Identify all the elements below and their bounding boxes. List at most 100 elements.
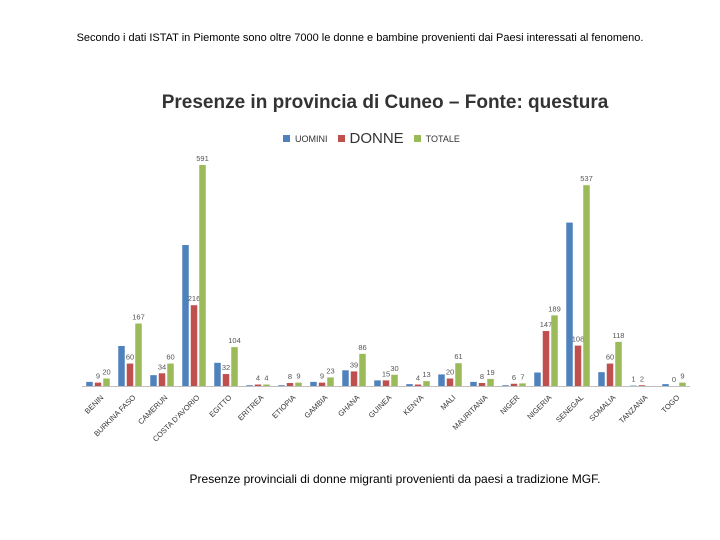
bar-totale-11 — [455, 363, 462, 386]
bar-totale-1 — [135, 323, 142, 386]
bar-donne-17 — [638, 385, 646, 386]
bar-totale-12 — [487, 378, 494, 386]
category-label-13: NIGER — [498, 393, 522, 417]
bar-totale-16 — [615, 341, 622, 386]
data-label-totale-0: 20 — [102, 368, 110, 377]
bar-totale-2 — [167, 363, 174, 386]
data-label-donne-11: 20 — [446, 368, 454, 377]
data-label-totale-16: 118 — [613, 331, 625, 340]
data-label-donne-18: 0 — [672, 375, 676, 384]
category-label-17: TANZANIA — [617, 393, 649, 425]
category-label-10: KENYA — [401, 393, 425, 417]
category-label-16: SOMALIA — [587, 393, 617, 423]
data-label-totale-11: 61 — [454, 352, 462, 361]
data-label-totale-1: 167 — [132, 313, 145, 322]
category-label-6: ETIOPIA — [270, 393, 297, 420]
data-label-donne-17: 2 — [640, 374, 644, 383]
bar-totale-5 — [263, 384, 270, 386]
data-label-totale-8: 86 — [358, 343, 366, 352]
bar-donne-11 — [446, 378, 454, 386]
bar-uomini-4 — [214, 362, 221, 386]
legend-swatch-totale — [413, 135, 421, 142]
category-label-18: TOGO — [660, 393, 682, 415]
chart-title: Presenze in provincia di Cuneo – Fonte: … — [161, 92, 609, 113]
data-label-totale-5: 4 — [264, 374, 268, 383]
data-label-totale-14: 189 — [548, 304, 561, 313]
chart-legend: UOMINI DONNE TOTALE — [283, 130, 460, 147]
bar-totale-4 — [231, 347, 238, 386]
bar-donne-6 — [286, 383, 294, 386]
category-label-9: GUINEA — [367, 393, 394, 420]
category-label-11: MALI — [439, 393, 458, 412]
legend-item-uomini: UOMINI — [283, 134, 328, 144]
data-label-totale-15: 537 — [580, 174, 593, 183]
bar-totale-10 — [423, 381, 430, 386]
bar-uomini-10 — [406, 384, 413, 386]
bar-donne-8 — [350, 371, 358, 386]
slide-heading: Secondo i dati ISTAT in Piemonte sono ol… — [76, 32, 644, 44]
data-label-uomini-17: 1 — [631, 375, 635, 384]
data-label-donne-5: 4 — [256, 374, 260, 383]
data-label-donne-0: 9 — [96, 372, 100, 381]
bar-donne-5 — [254, 384, 262, 386]
category-label-8: GHANA — [336, 393, 361, 418]
bar-uomini-18 — [662, 384, 669, 386]
bar-uomini-1 — [118, 345, 125, 386]
bar-donne-7 — [318, 382, 326, 386]
bar-totale-7 — [327, 377, 334, 386]
data-label-donne-8: 39 — [350, 360, 358, 369]
bar-totale-14 — [551, 315, 558, 386]
legend-swatch-donne — [337, 135, 345, 142]
bar-uomini-9 — [374, 380, 381, 386]
bar-uomini-6 — [278, 385, 285, 386]
bar-donne-12 — [478, 383, 486, 386]
category-label-14: NIGERIA — [525, 393, 553, 421]
bar-uomini-11 — [438, 374, 445, 386]
bar-uomini-3 — [182, 245, 189, 386]
data-label-totale-18: 9 — [680, 372, 684, 381]
bar-uomini-13 — [502, 385, 509, 386]
category-label-5: ERITREA — [236, 393, 265, 422]
bar-totale-9 — [391, 374, 398, 386]
bar-donne-2 — [158, 373, 166, 386]
bar-uomini-7 — [310, 381, 317, 386]
data-label-totale-6: 9 — [296, 372, 300, 381]
data-label-donne-13: 6 — [512, 373, 516, 382]
bar-totale-0 — [103, 378, 110, 386]
bar-totale-15 — [583, 185, 590, 386]
bar-uomini-2 — [150, 375, 157, 386]
data-label-totale-2: 60 — [166, 353, 174, 362]
bar-uomini-5 — [246, 385, 253, 386]
data-label-donne-2: 34 — [158, 362, 166, 371]
bar-uomini-15 — [566, 222, 573, 386]
legend-swatch-uomini — [283, 135, 290, 142]
bar-uomini-12 — [470, 381, 477, 386]
bar-totale-3 — [199, 165, 206, 386]
data-label-donne-9: 15 — [382, 369, 390, 378]
data-label-donne-14: 147 — [540, 320, 553, 329]
category-label-15: SENEGAL — [554, 393, 585, 424]
data-label-donne-7: 9 — [320, 372, 324, 381]
bar-uomini-16 — [598, 372, 605, 386]
legend-label-uomini: UOMINI — [295, 133, 328, 144]
legend-item-totale: TOTALE — [413, 134, 460, 144]
category-label-7: GAMBIA — [302, 393, 329, 420]
data-label-donne-3: 216 — [188, 294, 201, 303]
legend-item-donne: DONNE — [337, 130, 404, 147]
bar-donne-14 — [542, 331, 550, 386]
data-label-donne-1: 60 — [126, 353, 134, 362]
bar-uomini-14 — [534, 372, 541, 386]
bar-totale-18 — [679, 382, 686, 386]
data-label-donne-4: 32 — [222, 363, 230, 372]
bar-donne-15 — [574, 345, 582, 386]
data-label-donne-16: 60 — [606, 353, 614, 362]
bar-donne-4 — [222, 374, 230, 386]
bar-donne-1 — [126, 363, 134, 386]
data-label-donne-6: 8 — [288, 372, 292, 381]
data-label-totale-12: 19 — [486, 368, 494, 377]
data-label-totale-7: 23 — [326, 366, 334, 375]
bar-totale-6 — [295, 382, 302, 386]
chart-caption: Presenze provinciali di donne migranti p… — [189, 472, 601, 486]
category-label-2: CAMERUN — [136, 393, 169, 426]
data-label-totale-10: 13 — [422, 370, 430, 379]
